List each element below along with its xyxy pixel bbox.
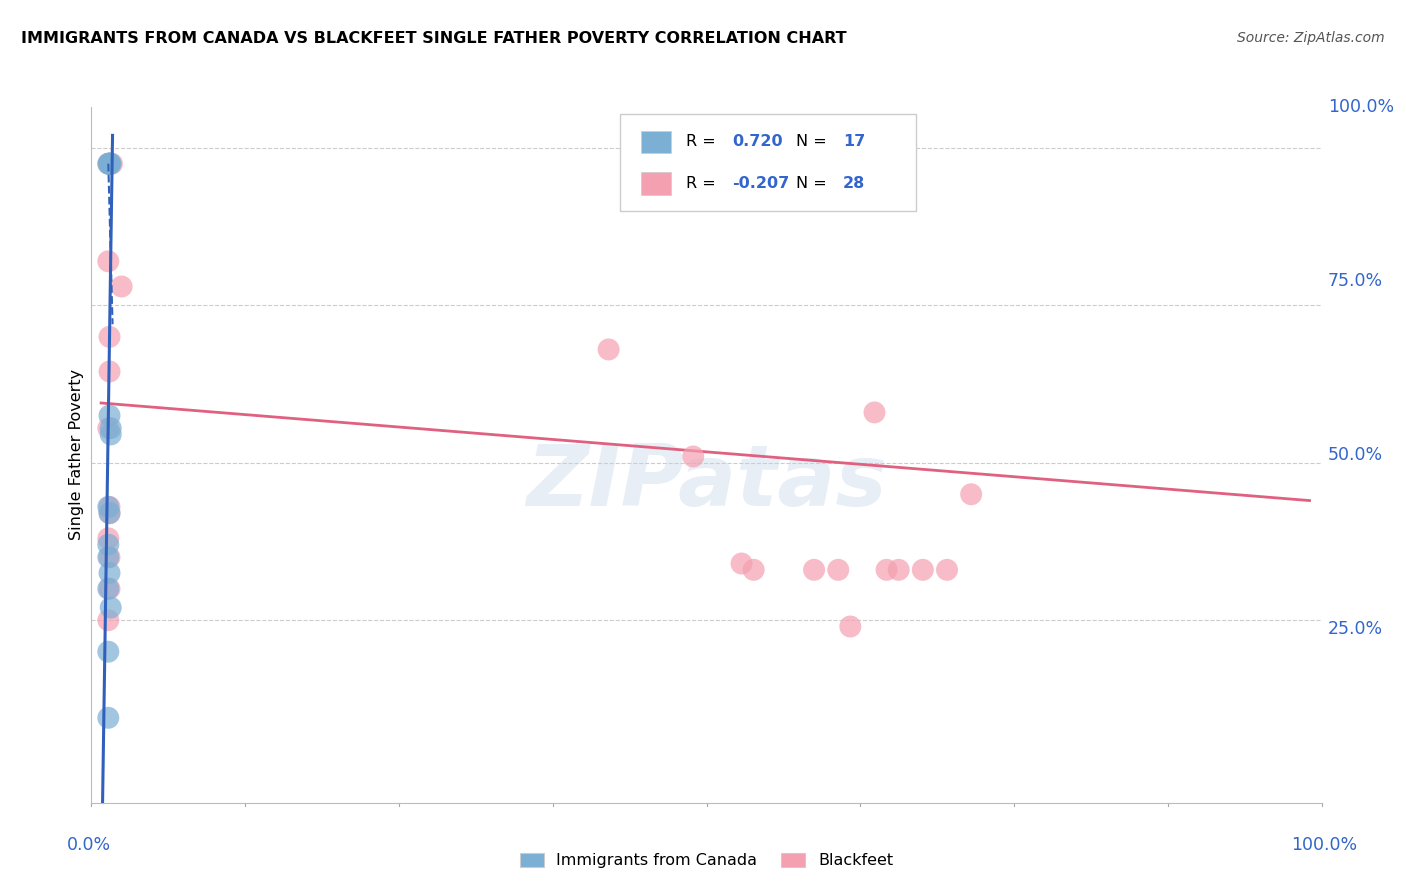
Text: R =: R = — [686, 135, 720, 149]
Point — [97, 711, 120, 725]
Point — [97, 254, 120, 268]
Point — [98, 582, 121, 596]
Text: 28: 28 — [844, 176, 865, 191]
Point — [97, 532, 120, 546]
Y-axis label: Single Father Poverty: Single Father Poverty — [69, 369, 84, 541]
Text: 50.0%: 50.0% — [1327, 446, 1384, 464]
Point — [110, 279, 132, 293]
Point — [100, 421, 122, 435]
Point — [598, 343, 620, 357]
Point — [863, 405, 886, 419]
Legend: Immigrants from Canada, Blackfeet: Immigrants from Canada, Blackfeet — [513, 847, 900, 875]
Text: 25.0%: 25.0% — [1327, 620, 1384, 638]
Point — [98, 506, 121, 520]
Point — [97, 157, 120, 171]
Point — [98, 364, 121, 378]
Point — [98, 157, 121, 171]
FancyBboxPatch shape — [641, 131, 671, 153]
Text: 75.0%: 75.0% — [1327, 272, 1384, 290]
Point — [742, 563, 765, 577]
Text: -0.207: -0.207 — [733, 176, 790, 191]
FancyBboxPatch shape — [641, 172, 671, 194]
Point — [97, 550, 120, 565]
Point — [730, 557, 752, 571]
Point — [98, 330, 121, 344]
Text: ZIPatas: ZIPatas — [526, 442, 887, 524]
Point — [887, 563, 910, 577]
Point — [97, 613, 120, 627]
Point — [101, 157, 124, 171]
Point — [100, 427, 122, 442]
Text: 0.0%: 0.0% — [67, 836, 111, 855]
Point — [97, 645, 120, 659]
Text: 17: 17 — [844, 135, 865, 149]
Point — [98, 409, 121, 423]
Point — [97, 500, 120, 514]
Point — [98, 157, 121, 171]
Point — [98, 550, 121, 565]
Text: 0.720: 0.720 — [733, 135, 783, 149]
Text: 100.0%: 100.0% — [1291, 836, 1357, 855]
FancyBboxPatch shape — [620, 114, 915, 211]
Text: IMMIGRANTS FROM CANADA VS BLACKFEET SINGLE FATHER POVERTY CORRELATION CHART: IMMIGRANTS FROM CANADA VS BLACKFEET SING… — [21, 31, 846, 46]
Point — [97, 582, 120, 596]
Point — [98, 500, 121, 514]
Text: N =: N = — [796, 135, 832, 149]
Point — [98, 157, 121, 171]
Point — [911, 563, 934, 577]
Point — [97, 421, 120, 435]
Point — [682, 450, 704, 464]
Point — [839, 619, 862, 633]
Text: Source: ZipAtlas.com: Source: ZipAtlas.com — [1237, 31, 1385, 45]
Point — [876, 563, 898, 577]
Point — [803, 563, 825, 577]
Point — [98, 566, 121, 580]
Point — [960, 487, 983, 501]
Point — [97, 157, 120, 171]
Point — [98, 157, 121, 171]
Point — [97, 538, 120, 552]
Point — [100, 157, 122, 171]
Point — [936, 563, 959, 577]
Text: N =: N = — [796, 176, 832, 191]
Text: R =: R = — [686, 176, 720, 191]
Point — [100, 600, 122, 615]
Point — [98, 506, 121, 520]
Text: 100.0%: 100.0% — [1327, 98, 1393, 116]
Point — [98, 157, 121, 171]
Point — [827, 563, 849, 577]
